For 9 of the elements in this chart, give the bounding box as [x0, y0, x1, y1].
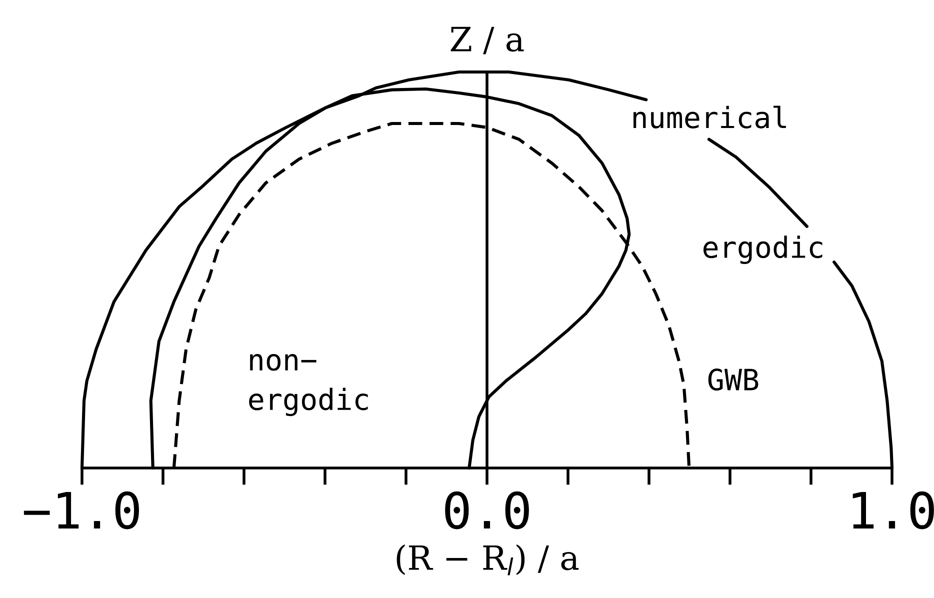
annotation: GWB — [708, 368, 758, 391]
x-tick-label: 0.0 — [445, 491, 529, 530]
annotation: ergodic — [704, 236, 822, 264]
x-axis-title: (R − R$_{l}$) / a — [396, 544, 579, 576]
annotation: numerical — [634, 106, 786, 128]
y-axis-title: Z / a — [450, 26, 524, 54]
annotation: non− ergodic — [249, 354, 368, 416]
x-tick-label: 1.0 — [852, 491, 934, 530]
x-tick-label: −1.0 — [24, 491, 139, 530]
